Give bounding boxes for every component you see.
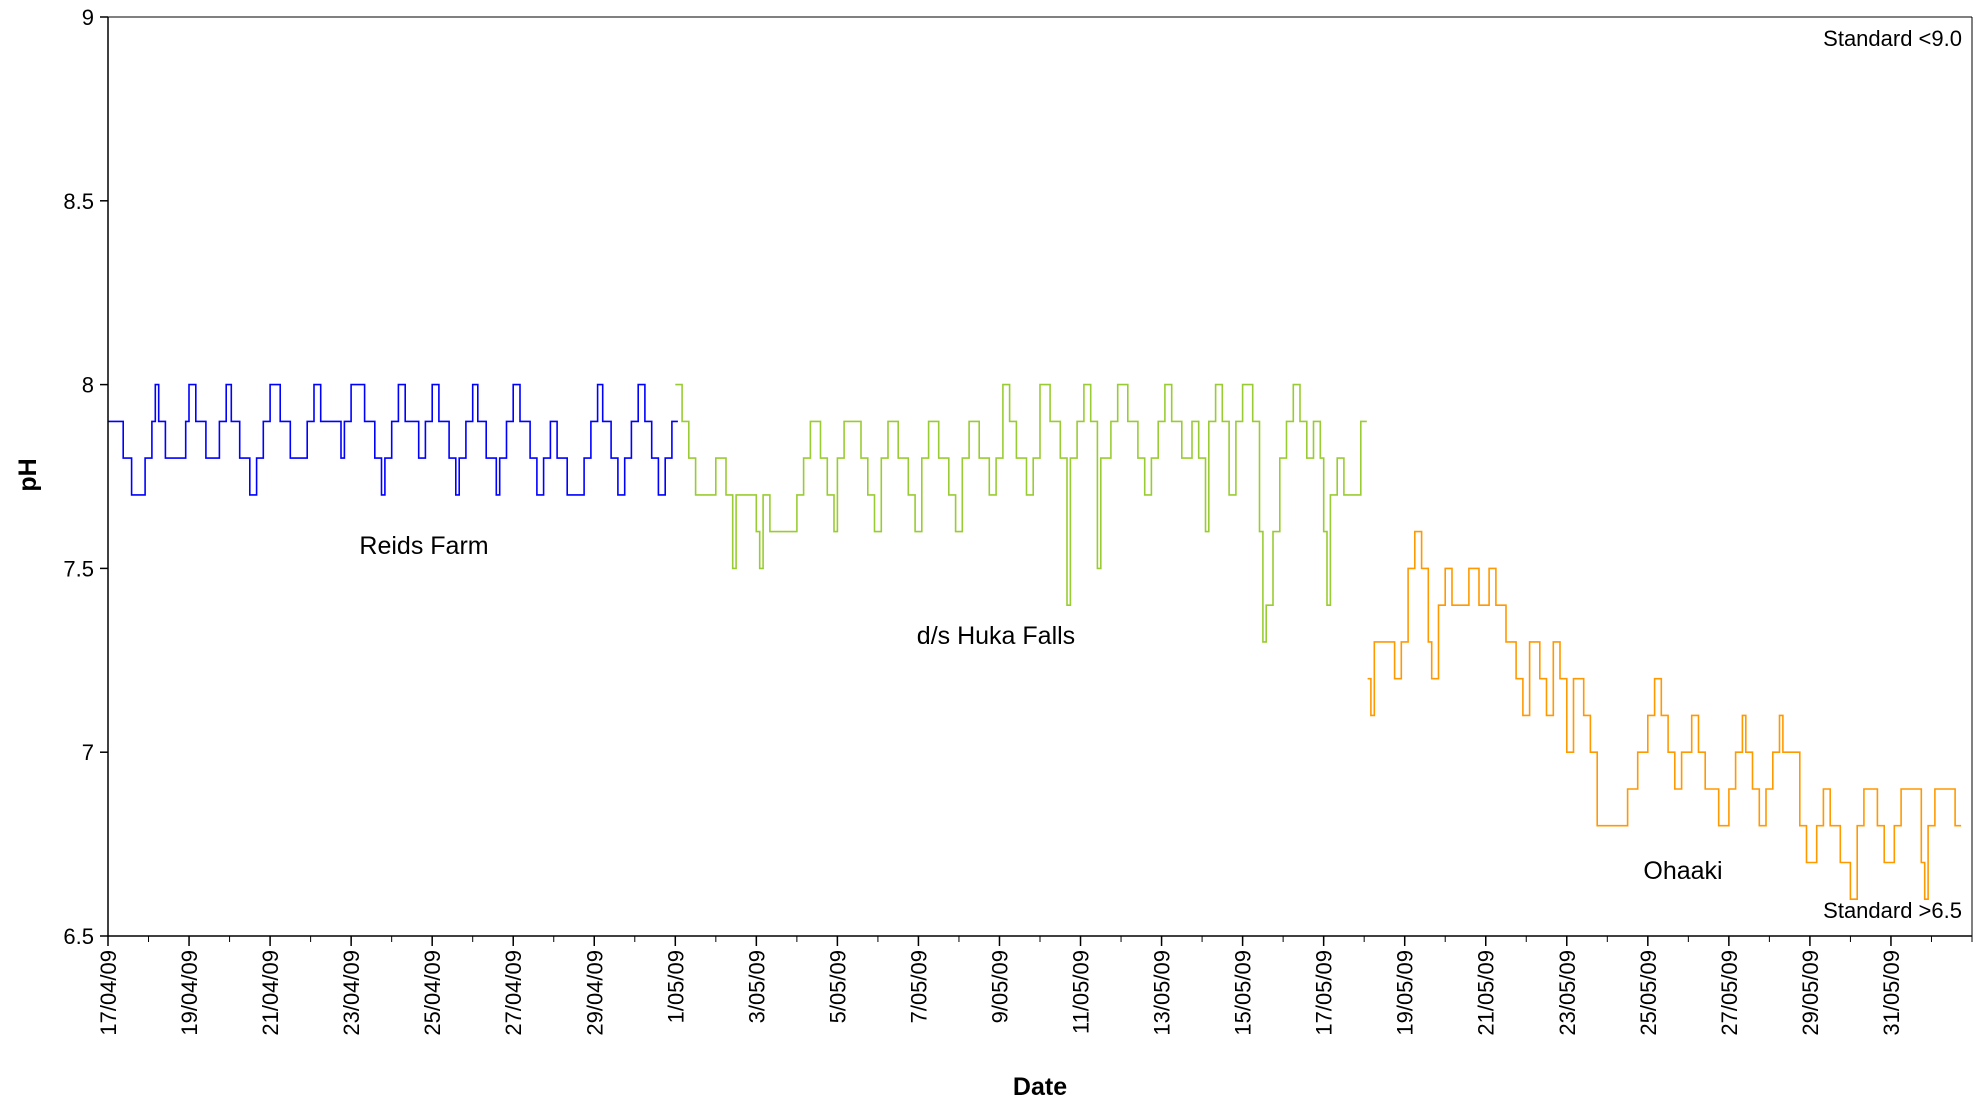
series-layer <box>108 383 1962 900</box>
series-line-ohaaki <box>1367 530 1962 900</box>
x-tick-label: 7/05/09 <box>906 950 931 1023</box>
y-tick-label: 6.5 <box>63 924 94 949</box>
x-tick-label: 9/05/09 <box>987 950 1012 1023</box>
x-tick-label: 19/05/09 <box>1393 950 1418 1036</box>
standard-min-annotation: Standard >6.5 <box>1823 898 1962 923</box>
x-tick-label: 23/04/09 <box>339 950 364 1036</box>
y-tick-label: 7 <box>82 740 94 765</box>
x-tick-label: 21/05/09 <box>1474 950 1499 1036</box>
x-axis-title: Date <box>1013 1073 1067 1101</box>
series-label-reids-farm: Reids Farm <box>359 532 488 560</box>
x-tick-label: 27/05/09 <box>1717 950 1742 1036</box>
x-tick-label: 25/05/09 <box>1636 950 1661 1036</box>
x-tick-label: 29/04/09 <box>582 950 607 1036</box>
x-tick-label: 17/05/09 <box>1312 950 1337 1036</box>
x-tick-label: 1/05/09 <box>663 950 688 1023</box>
x-tick-label: 21/04/09 <box>258 950 283 1036</box>
x-tick-label: 13/05/09 <box>1150 950 1175 1036</box>
standard-max-annotation: Standard <9.0 <box>1823 26 1962 51</box>
axes-layer: 6.5 7 7.5 8 8.5 9 17/04/09 19/04/09 21/04/09 23/0… <box>63 5 1973 1036</box>
x-tick-label: 27/04/09 <box>501 950 526 1036</box>
y-tick-label: 9 <box>82 5 94 30</box>
x-tick-label: 29/05/09 <box>1798 950 1823 1036</box>
y-tick-label: 8 <box>82 373 94 398</box>
y-tick-label: 8.5 <box>63 189 94 214</box>
series-label-ohaaki: Ohaaki <box>1643 857 1722 885</box>
series-label-huka-falls: d/s Huka Falls <box>917 622 1075 650</box>
x-tick-label: 31/05/09 <box>1879 950 1904 1036</box>
series-line-huka-falls <box>675 383 1367 643</box>
x-tick-label: 5/05/09 <box>825 950 850 1023</box>
x-tick-label: 11/05/09 <box>1069 950 1094 1034</box>
x-tick-label: 3/05/09 <box>744 950 769 1023</box>
x-tick-label: 19/04/09 <box>177 950 202 1036</box>
x-tick-label: 23/05/09 <box>1555 950 1580 1036</box>
x-tick-label: 17/04/09 <box>96 950 121 1036</box>
x-tick-label: 15/05/09 <box>1231 950 1256 1036</box>
y-tick-label: 7.5 <box>63 556 94 581</box>
labels-layer: pH Date Standard <9.0 Standard >6.5 Reid… <box>14 26 1962 1101</box>
x-tick-label: 25/04/09 <box>420 950 445 1036</box>
y-axis-title: pH <box>14 458 42 491</box>
series-line-reids-farm <box>108 383 678 496</box>
